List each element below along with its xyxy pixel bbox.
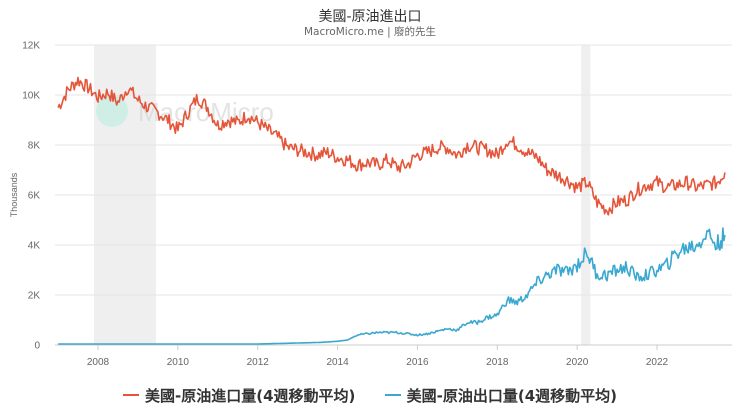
y-axis: 0 2K 4K 6K 8K 10K 12K xyxy=(22,41,40,352)
chart-title: 美國-原油進出口 xyxy=(318,9,422,25)
exports-line xyxy=(58,227,726,345)
legend-item-exports[interactable]: 美國-原油出口量(4週移動平均) xyxy=(384,385,617,406)
svg-text:10K: 10K xyxy=(22,91,40,102)
svg-text:2008: 2008 xyxy=(87,357,110,368)
svg-text:2K: 2K xyxy=(28,291,41,302)
svg-text:4K: 4K xyxy=(28,241,41,252)
x-axis: 2008 2010 2012 2014 2016 2018 2020 2022 xyxy=(87,345,669,368)
svg-text:0: 0 xyxy=(34,341,40,352)
watermark-logo-icon xyxy=(96,95,128,127)
legend-label-imports: 美國-原油進口量(4週移動平均) xyxy=(145,386,356,405)
series-lines xyxy=(57,76,726,345)
svg-text:2018: 2018 xyxy=(486,357,509,368)
grid-lines xyxy=(55,44,732,346)
imports-swatch-icon xyxy=(123,394,139,396)
svg-text:2012: 2012 xyxy=(247,357,270,368)
legend-item-imports[interactable]: 美國-原油進口量(4週移動平均) xyxy=(123,385,355,406)
svg-text:2014: 2014 xyxy=(326,357,349,368)
svg-text:2022: 2022 xyxy=(646,357,669,368)
legend-label-exports: 美國-原油出口量(4週移動平均) xyxy=(406,386,617,405)
imports-line xyxy=(57,76,726,216)
svg-text:8K: 8K xyxy=(28,141,41,152)
y-axis-label: Thousands xyxy=(9,172,19,217)
legend: 美國-原油進口量(4週移動平均) 美國-原油出口量(4週移動平均) xyxy=(0,382,740,406)
svg-text:2010: 2010 xyxy=(167,357,190,368)
chart-subtitle: MacroMicro.me | 廢的先生 xyxy=(303,26,437,38)
svg-text:6K: 6K xyxy=(28,191,41,202)
svg-text:12K: 12K xyxy=(22,41,40,52)
exports-swatch-icon xyxy=(384,394,401,396)
svg-text:2020: 2020 xyxy=(566,357,589,368)
svg-text:2016: 2016 xyxy=(406,357,429,368)
